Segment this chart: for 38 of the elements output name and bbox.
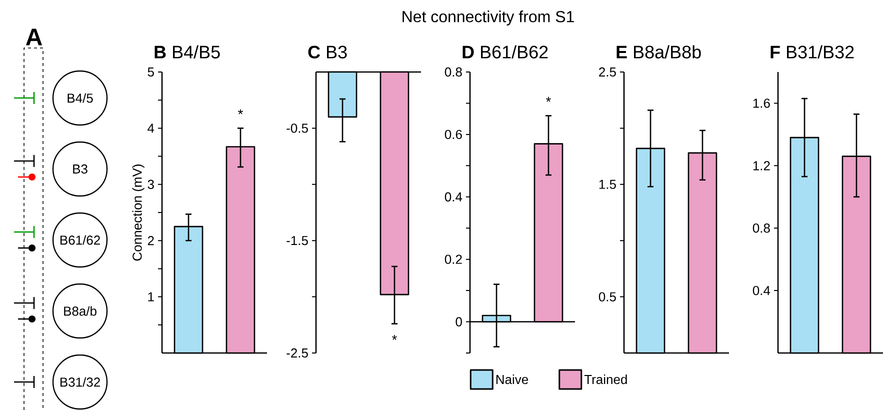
y-tick-label: 1.6 [753, 98, 770, 108]
text: A [26, 28, 42, 46]
annotation: * [238, 109, 244, 114]
text: B4/5 [68, 93, 93, 103]
y-tick-label: 3 [148, 180, 154, 189]
y-tick-label: -2.5 [286, 348, 308, 358]
y-tick-label: 1.2 [753, 160, 770, 170]
y-tick-label: 2 [148, 236, 154, 245]
chart-title: C B3 [308, 46, 347, 58]
legend-label: Trained [584, 374, 627, 384]
y-tick-label: 0.5 [598, 292, 616, 302]
y-tick-label: -0.5 [286, 123, 308, 133]
annotation: * [392, 334, 398, 340]
y-tick-label: 5 [148, 67, 154, 76]
y-tick-label: 0.8 [444, 67, 462, 76]
text: Net connectivity from S1 [402, 10, 574, 26]
chart-title: F B31/B32 [770, 45, 854, 58]
y-tick-label: 1.5 [599, 180, 616, 189]
y-tick-label: 4 [148, 124, 154, 132]
annotation: * [546, 96, 551, 102]
text: B3 [73, 164, 88, 174]
text: B8a/b [64, 306, 96, 316]
y-tick-label: 0.8 [752, 223, 770, 233]
chart-title: B B4/B5 [154, 45, 220, 58]
text: B31/32 [60, 377, 100, 387]
y-tick-label: 0 [456, 316, 462, 326]
legend-label: Naive [496, 374, 528, 384]
chart-title: E B8a/B8b [616, 45, 701, 58]
y-tick-label: 0.2 [444, 254, 462, 264]
y-axis-title: Connection (mV) [132, 164, 144, 260]
text: B61/62 [60, 235, 100, 245]
y-tick-label: -1.5 [286, 236, 308, 245]
y-tick-label: 1 [148, 292, 154, 302]
y-tick-label: 0.4 [444, 192, 462, 202]
y-tick-label: 2.5 [599, 67, 616, 76]
y-tick-label: 0.4 [752, 286, 770, 295]
y-tick-label: 0.6 [444, 130, 462, 139]
chart-title: D B61/B62 [462, 45, 548, 58]
